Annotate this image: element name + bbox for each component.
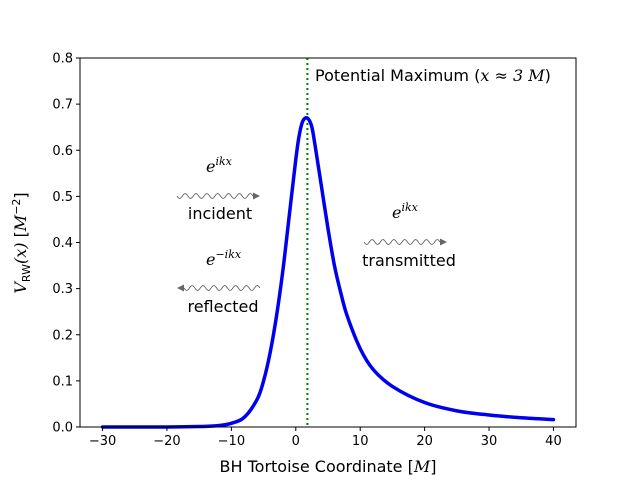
x-axis-title: BH Tortoise Coordinate [M]	[220, 457, 437, 476]
x-tick-label: −30	[89, 434, 116, 449]
y-axis-ticks: 0.0 0.1 0.2 0.3 0.4 0.5 0.6 0.7 0.8	[52, 52, 80, 436]
incident-wave-arrow	[176, 193, 254, 199]
reflected-arrowhead	[177, 284, 184, 292]
x-tick-label: 30	[481, 434, 498, 449]
y-tick-label: 0.8	[52, 52, 73, 67]
x-axis-ticks: −30 −20 −10 0 10 20 30 40	[89, 427, 562, 449]
x-tick-label: 0	[292, 434, 300, 449]
incident-label: incident	[188, 204, 252, 223]
reflected-wave-arrow	[183, 285, 261, 291]
incident-arrowhead	[253, 192, 260, 200]
y-tick-label: 0.5	[52, 190, 73, 205]
y-tick-label: 0.1	[52, 374, 73, 389]
reflected-label: reflected	[187, 297, 258, 316]
peak-annotation: Potential Maximum (x ≈ 3 M)	[315, 66, 551, 85]
transmitted-wave-formula: eikx	[392, 201, 419, 222]
x-tick-label: −10	[218, 434, 245, 449]
y-tick-label: 0.2	[52, 328, 73, 343]
x-tick-label: −20	[153, 434, 180, 449]
y-tick-label: 0.3	[52, 282, 73, 297]
transmitted-group: eikx transmitted	[362, 201, 456, 270]
potential-curve	[100, 115, 556, 429]
reflected-wave-formula: e−ikx	[206, 248, 242, 269]
transmitted-label: transmitted	[362, 251, 456, 270]
reflected-group: e−ikx reflected	[177, 248, 261, 316]
incident-wave-formula: eikx	[206, 155, 233, 176]
y-axis-title: VRW(x) [M−2]	[10, 192, 33, 293]
axes-background	[80, 58, 576, 427]
y-tick-label: 0.7	[52, 98, 73, 113]
chart-marks	[100, 58, 556, 429]
x-tick-label: 20	[416, 434, 433, 449]
y-tick-label: 0.0	[52, 421, 73, 436]
transmitted-wave-arrow	[363, 239, 441, 245]
x-tick-label: 10	[352, 434, 369, 449]
plot-area	[79, 57, 577, 429]
x-tick-label: 40	[545, 434, 562, 449]
y-tick-label: 0.6	[52, 144, 73, 159]
incident-group: eikx incident	[176, 155, 260, 223]
transmitted-arrowhead	[440, 238, 447, 246]
y-tick-label: 0.4	[52, 236, 73, 251]
